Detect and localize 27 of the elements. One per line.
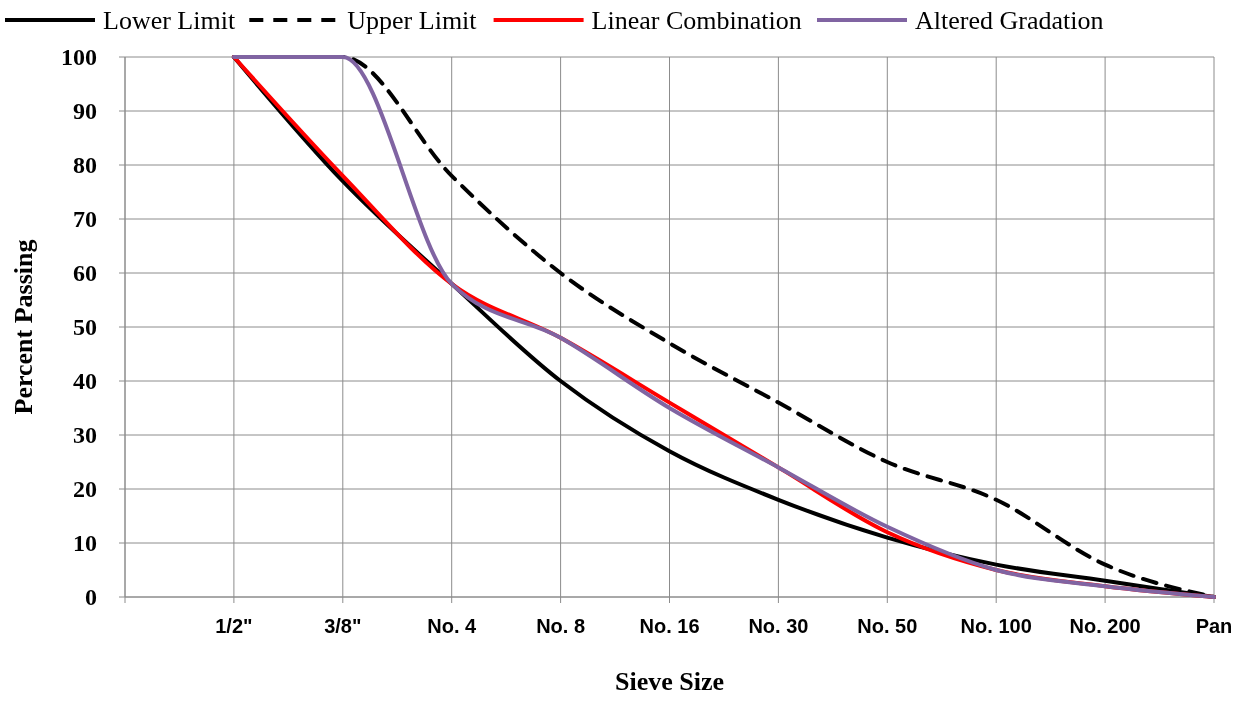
x-tick-label: 1/2" [215, 615, 253, 637]
y-tick-label: 70 [73, 206, 97, 233]
y-tick-label: 20 [73, 476, 97, 503]
legend-label: Lower Limit [103, 6, 236, 36]
y-tick-label: 0 [85, 584, 97, 611]
x-tick-label: No. 16 [639, 615, 700, 637]
x-tick-label: No. 100 [960, 615, 1032, 637]
y-tick-label: 80 [73, 152, 97, 179]
y-tick-label: 100 [61, 44, 97, 71]
legend-label: Altered Gradation [915, 6, 1104, 36]
y-tick-label: 10 [73, 530, 97, 557]
y-tick-label: 30 [73, 422, 97, 449]
y-axis-title: Percent Passing [9, 239, 38, 415]
legend-label: Upper Limit [347, 6, 478, 36]
x-tick-label: No. 200 [1069, 615, 1141, 637]
x-tick-label: No. 8 [536, 615, 586, 637]
legend-label: Linear Combination [591, 6, 802, 36]
x-tick-label: No. 30 [748, 615, 809, 637]
y-tick-label: 90 [73, 98, 97, 125]
x-tick-label: 3/8" [324, 615, 362, 637]
x-tick-label: Pan [1195, 615, 1233, 637]
x-tick-label: No. 4 [427, 615, 478, 637]
x-tick-label: No. 50 [857, 615, 918, 637]
x-axis-title: Sieve Size [614, 667, 725, 696]
y-tick-label: 60 [73, 260, 97, 287]
y-tick-label: 50 [73, 314, 97, 341]
y-tick-label: 40 [73, 368, 97, 395]
